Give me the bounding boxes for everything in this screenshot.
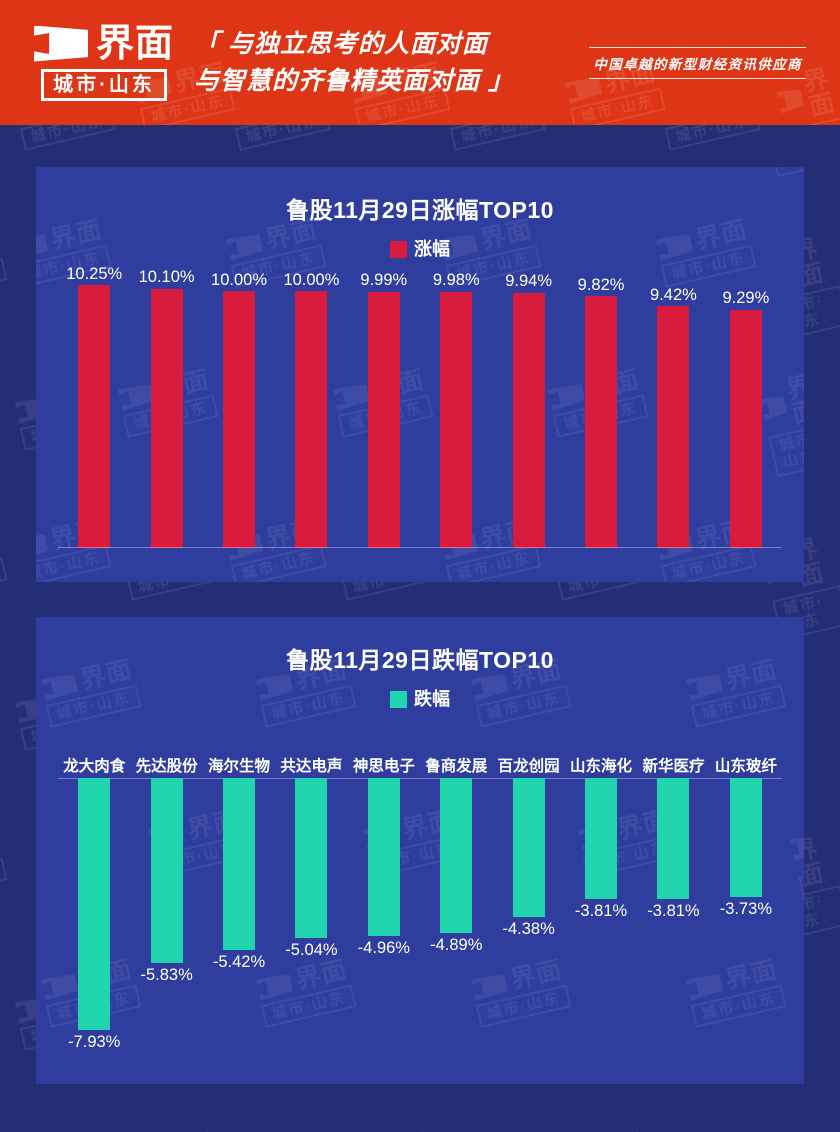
bar-column: 10.25% <box>58 253 130 548</box>
bar <box>295 291 328 548</box>
bar-column: 9.99% <box>348 253 420 548</box>
brand-logo: 界面 城市·山东 <box>34 25 174 101</box>
bar-value-label: -3.81% <box>574 902 628 921</box>
bar-column: 10.00% <box>275 253 347 548</box>
losers-legend-label: 跌幅 <box>414 689 450 709</box>
category-label: 海尔生物 <box>208 758 271 775</box>
bar-column: 9.94% <box>492 253 564 548</box>
losers-category-labels: 龙大肉食 先达股份 海尔生物 共达电声 神思电子 鲁商发展 百龙创园 山东海化 新华医疗 山东玻纤 <box>58 754 782 776</box>
bar-column: 10.10% <box>130 253 202 548</box>
bar-value-label: -5.04% <box>285 941 338 960</box>
bar-column: -5.83% <box>130 778 202 984</box>
category-label: 共达电声 <box>280 758 343 775</box>
category-label: 山东海化 <box>570 758 633 775</box>
bar <box>729 309 762 548</box>
gainers-legend-label: 涨幅 <box>414 239 450 259</box>
losers-chart-title: 鲁股11月29日跌幅TOP10 <box>286 647 554 673</box>
bar-column: 9.29% <box>710 253 782 548</box>
bar <box>512 778 545 918</box>
bar <box>440 778 473 934</box>
bar-value-label: 10.00% <box>211 270 267 289</box>
losers-bar-group: -7.93% -5.83% -5.42% -5.04% -4.96% -4.89% -4.3… <box>58 778 782 1051</box>
bar <box>367 778 400 936</box>
losers-axis-line <box>58 778 782 779</box>
bar <box>585 778 618 900</box>
gainers-legend: 涨幅 <box>36 240 804 258</box>
gainers-plot-area: 10.25% 10.10% 10.00% 10.00% 9.99% 9.98% 9.94% 9… <box>36 253 804 548</box>
losers-legend: 跌幅 <box>36 690 804 708</box>
bar-column: 9.98% <box>420 253 492 548</box>
jiemian-bowtie-icon <box>34 25 88 62</box>
bar <box>295 778 328 939</box>
bar <box>223 291 256 548</box>
gainers-axis-line <box>58 547 782 548</box>
bar-column: -4.89% <box>420 778 492 954</box>
bar <box>585 296 618 548</box>
bar-value-label: -4.38% <box>502 920 555 939</box>
header-tagline: 中国卓越的新型财经资讯供应商 <box>589 46 806 79</box>
bar-value-label: 9.82% <box>577 275 625 294</box>
bar-value-label: 9.99% <box>360 271 408 290</box>
bar <box>367 291 400 548</box>
bar <box>512 292 545 548</box>
category-label: 山东玻纤 <box>714 758 777 775</box>
bar-column: -3.81% <box>637 778 709 920</box>
bar-column: -3.81% <box>565 778 637 920</box>
bar-column: -3.73% <box>710 778 782 917</box>
gainers-chart-panel: 界面城市·山东界面城市·山东界面城市·山东界面城市·山东界面城市·山东界面城市·… <box>36 167 804 582</box>
bar <box>657 778 690 900</box>
gainers-bar-group: 10.25% 10.10% 10.00% 10.00% 9.99% 9.98% 9.94% 9… <box>58 253 782 548</box>
bar-column: -7.93% <box>58 778 130 1051</box>
bar-column: 9.82% <box>565 253 637 548</box>
bar-column: 10.00% <box>203 253 275 548</box>
bar <box>729 778 762 897</box>
bar-column: 9.42% <box>637 253 709 548</box>
header-slogan: 「 与独立思考的人面对面 与智慧的齐鲁精英面对面 」 <box>194 30 514 95</box>
losers-legend-swatch <box>390 690 407 708</box>
bar <box>440 291 473 548</box>
bar-column: -4.38% <box>492 778 564 938</box>
bar <box>657 306 690 548</box>
bar-column: -5.04% <box>275 778 347 959</box>
bar-value-label: 10.00% <box>283 270 340 289</box>
bar-value-label: -3.81% <box>647 902 700 921</box>
bar-column: -4.96% <box>348 778 420 956</box>
bar-value-label: 10.25% <box>66 264 123 283</box>
bar <box>78 778 111 1030</box>
bar-value-label: -7.93% <box>68 1033 121 1051</box>
brand-subtitle: 城市·山东 <box>41 68 167 101</box>
bar-value-label: -4.96% <box>357 938 410 957</box>
bar-value-label: 9.29% <box>722 289 770 308</box>
category-label: 鲁商发展 <box>425 758 488 775</box>
gainers-chart-title: 鲁股11月29日涨幅TOP10 <box>286 197 554 223</box>
bar <box>150 778 183 964</box>
category-label: 龙大肉食 <box>63 758 126 775</box>
category-label: 先达股份 <box>135 758 198 775</box>
category-label: 神思电子 <box>352 758 415 775</box>
gainers-legend-swatch <box>390 240 407 258</box>
bar <box>150 288 183 548</box>
bar-value-label: -5.42% <box>212 953 266 972</box>
bar-value-label: -3.73% <box>719 899 772 918</box>
bar-column: -5.42% <box>203 778 275 971</box>
bar-value-label: -4.89% <box>430 936 483 955</box>
bar-value-label: -5.83% <box>140 966 193 985</box>
losers-plot-area: -7.93% -5.83% -5.42% -5.04% -4.96% -4.89% -4.3… <box>36 778 804 1068</box>
header-banner: 界面城市·山东界面城市·山东界面城市·山东界面城市·山东界面城市·山东界面城市·… <box>0 0 840 125</box>
category-label: 百龙创园 <box>497 758 560 775</box>
bar-value-label: 10.10% <box>138 268 195 287</box>
bar-value-label: 9.42% <box>650 285 697 304</box>
bar <box>78 285 111 548</box>
category-label: 新华医疗 <box>642 758 705 775</box>
bar-value-label: 9.98% <box>432 271 480 290</box>
losers-chart-panel: 界面 城市·山东 界面 城市·山东 界面 城市·山东 界面 城市·山东 界面 城市·山东 界面 城市·… <box>36 617 804 1084</box>
brand-name: 界面 <box>96 22 175 65</box>
bar <box>223 778 256 951</box>
bar-value-label: 9.94% <box>505 272 553 291</box>
